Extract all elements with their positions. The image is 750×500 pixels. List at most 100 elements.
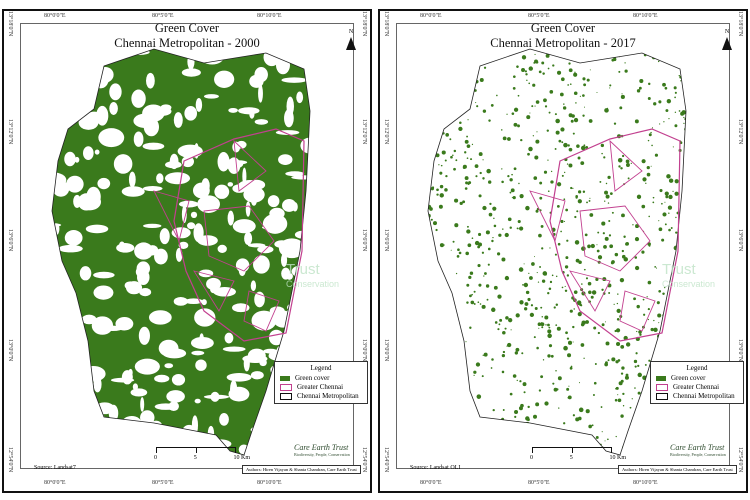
map-panel-2000: 80°0'0"E 80°5'0"E 80°10'0"E 80°0'0"E 80°…	[2, 9, 372, 493]
non-green-patch	[133, 113, 158, 129]
green-patch	[604, 200, 606, 202]
green-patch	[436, 188, 439, 192]
green-patch	[539, 196, 543, 200]
non-green-patch	[58, 244, 83, 253]
green-patch	[449, 52, 453, 57]
non-green-patch	[140, 397, 145, 412]
green-patch	[625, 377, 628, 380]
green-patch	[581, 246, 586, 251]
non-green-patch	[85, 224, 109, 234]
green-patch	[634, 256, 638, 259]
non-green-patch	[70, 360, 78, 380]
green-patch	[543, 98, 547, 103]
green-patch	[563, 198, 566, 201]
green-patch	[561, 174, 564, 177]
non-green-patch	[178, 241, 189, 249]
legend: Legend Green cover Greater Chennai Chenn…	[650, 361, 744, 404]
green-patch	[573, 72, 578, 77]
green-patch	[533, 61, 536, 64]
green-patch	[540, 306, 543, 309]
green-patch	[630, 162, 632, 165]
green-patch	[613, 122, 617, 125]
green-patch	[583, 83, 587, 87]
non-green-patch	[171, 373, 186, 386]
green-patch	[642, 177, 647, 182]
green-patch	[560, 230, 562, 233]
green-patch	[454, 322, 459, 327]
non-green-patch	[95, 402, 115, 415]
green-patch	[467, 119, 469, 121]
green-patch	[572, 341, 574, 343]
green-patch	[600, 406, 603, 408]
non-green-patch	[182, 424, 197, 439]
green-patch	[439, 353, 444, 358]
non-green-patch	[94, 149, 100, 155]
green-patch	[637, 372, 642, 378]
green-patch	[570, 119, 574, 123]
green-patch	[470, 158, 473, 161]
green-patch	[514, 351, 519, 355]
green-patch	[428, 222, 429, 225]
green-patch	[514, 409, 519, 415]
green-patch	[533, 414, 538, 419]
green-patch	[647, 139, 650, 142]
green-patch	[549, 433, 552, 436]
green-patch	[654, 442, 659, 447]
green-patch	[573, 91, 578, 96]
green-patch	[620, 372, 624, 375]
green-patch	[599, 180, 602, 183]
green-swatch-icon	[280, 376, 290, 381]
green-patch	[509, 178, 513, 182]
non-green-patch	[191, 415, 199, 436]
green-patch	[621, 366, 625, 370]
green-patch	[586, 201, 588, 204]
non-green-patch	[54, 293, 71, 312]
non-green-patch	[75, 95, 95, 113]
green-patch	[607, 202, 610, 204]
non-green-patch	[109, 83, 122, 101]
green-patch	[554, 253, 557, 256]
zone-boundary	[619, 290, 656, 332]
green-patch	[550, 170, 553, 173]
scale-bar: 0 5 10 Km	[530, 447, 626, 461]
green-patch	[535, 60, 539, 64]
green-patch	[550, 180, 554, 184]
green-patch	[492, 236, 494, 239]
non-green-patch	[159, 228, 170, 245]
lon-label-bottom: 80°0'0"E	[420, 480, 442, 486]
green-patch	[453, 167, 456, 171]
green-patch	[499, 318, 503, 322]
green-patch	[459, 368, 461, 370]
green-patch	[525, 435, 529, 438]
non-green-patch	[140, 410, 155, 425]
green-patch	[686, 344, 689, 347]
green-patch	[428, 200, 429, 203]
green-patch	[516, 227, 519, 230]
green-patch	[463, 55, 466, 58]
green-patch	[593, 381, 597, 385]
map-frame	[396, 23, 730, 469]
green-patch	[439, 171, 443, 175]
green-patch	[479, 303, 482, 305]
green-patch	[502, 136, 507, 141]
green-patch	[646, 172, 651, 177]
green-patch	[500, 129, 503, 131]
green-patch	[493, 217, 495, 220]
non-green-patch	[161, 437, 184, 443]
subtitle-line: Chennai Metropolitan - 2017	[490, 36, 636, 50]
legend-item: Greater Chennai	[280, 383, 362, 392]
non-green-patch	[192, 182, 210, 199]
green-patch	[591, 290, 597, 295]
non-green-patch	[187, 54, 195, 70]
green-patch	[521, 352, 524, 355]
green-patch	[471, 77, 477, 83]
green-patch	[555, 130, 560, 135]
lat-label: 13°6'0"N	[383, 229, 389, 252]
green-patch	[637, 364, 640, 367]
non-green-patch	[251, 310, 277, 331]
green-patch	[521, 55, 527, 60]
green-patch	[453, 149, 457, 153]
green-patch	[430, 307, 433, 310]
non-green-patch	[193, 223, 204, 243]
green-patch	[547, 323, 550, 327]
